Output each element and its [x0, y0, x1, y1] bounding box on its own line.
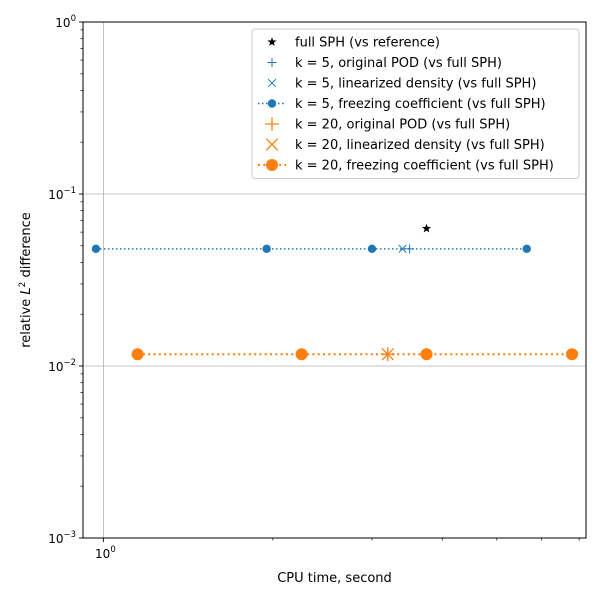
legend-label: k = 5, original POD (vs full SPH) — [295, 56, 502, 71]
data-point — [295, 348, 308, 361]
y-tick-label: 10−2 — [48, 358, 76, 374]
series-2 — [398, 244, 407, 253]
y-axis-label-variable: L — [19, 287, 34, 294]
legend-label: k = 20, linearized density (vs full SPH) — [295, 138, 545, 153]
x-axis-label: CPU time, second — [277, 571, 392, 586]
legend-label: full SPH (vs reference) — [295, 36, 440, 51]
legend-marker — [266, 159, 278, 171]
legend-box — [251, 28, 580, 179]
legend-entry: k = 5, original POD (vs full SPH) — [267, 56, 502, 71]
y-axis-label: relative L2 difference — [18, 212, 34, 348]
series-6 — [131, 348, 579, 361]
legend-entry: full SPH (vs reference) — [267, 36, 440, 51]
legend-marker — [267, 99, 277, 108]
series-layer — [91, 223, 579, 362]
legend-entry: k = 5, linearized density (vs full SPH) — [267, 77, 536, 92]
legend: full SPH (vs reference) k = 5, original P… — [251, 28, 580, 179]
y-axis-label-superscript: 2 — [18, 282, 28, 288]
legend-label: k = 20, freezing coefficient (vs full SP… — [295, 159, 554, 174]
legend-marker — [267, 58, 277, 67]
axis-ticks: 10−3 10−2 10−1 100 100 — [48, 14, 580, 561]
data-point — [421, 223, 432, 233]
data-point — [131, 348, 144, 361]
legend-marker — [265, 138, 279, 151]
legend-entry: k = 20, linearized density (vs full SPH) — [265, 138, 545, 153]
legend-marker — [265, 117, 279, 131]
legend-label: k = 5, freezing coefficient (vs full SPH… — [295, 97, 546, 112]
data-point — [398, 244, 407, 253]
y-tick-label: 10−1 — [48, 186, 76, 202]
plot-frame — [82, 21, 587, 539]
legend-label: k = 20, original POD (vs full SPH) — [295, 118, 510, 133]
data-point — [91, 244, 101, 254]
series-0 — [421, 223, 432, 233]
data-point — [262, 244, 271, 254]
data-point — [522, 244, 531, 254]
legend-entry: k = 20, freezing coefficient (vs full SP… — [258, 159, 554, 174]
legend-marker — [267, 37, 277, 46]
y-tick-label: 10−3 — [48, 530, 76, 546]
y-tick-label: 100 — [55, 14, 76, 30]
data-point — [566, 348, 579, 361]
legend-marker — [267, 78, 277, 88]
y-axis-label-prefix: relative — [19, 295, 34, 348]
series-3 — [91, 244, 531, 254]
legend-entry: k = 20, original POD (vs full SPH) — [265, 117, 510, 133]
y-axis-label-suffix: difference — [19, 212, 34, 281]
data-point — [420, 348, 433, 361]
data-point — [367, 244, 377, 254]
x-tick-label: 100 — [95, 545, 116, 561]
legend-entry: k = 5, freezing coefficient (vs full SPH… — [258, 97, 546, 112]
legend-label: k = 5, linearized density (vs full SPH) — [295, 77, 536, 92]
